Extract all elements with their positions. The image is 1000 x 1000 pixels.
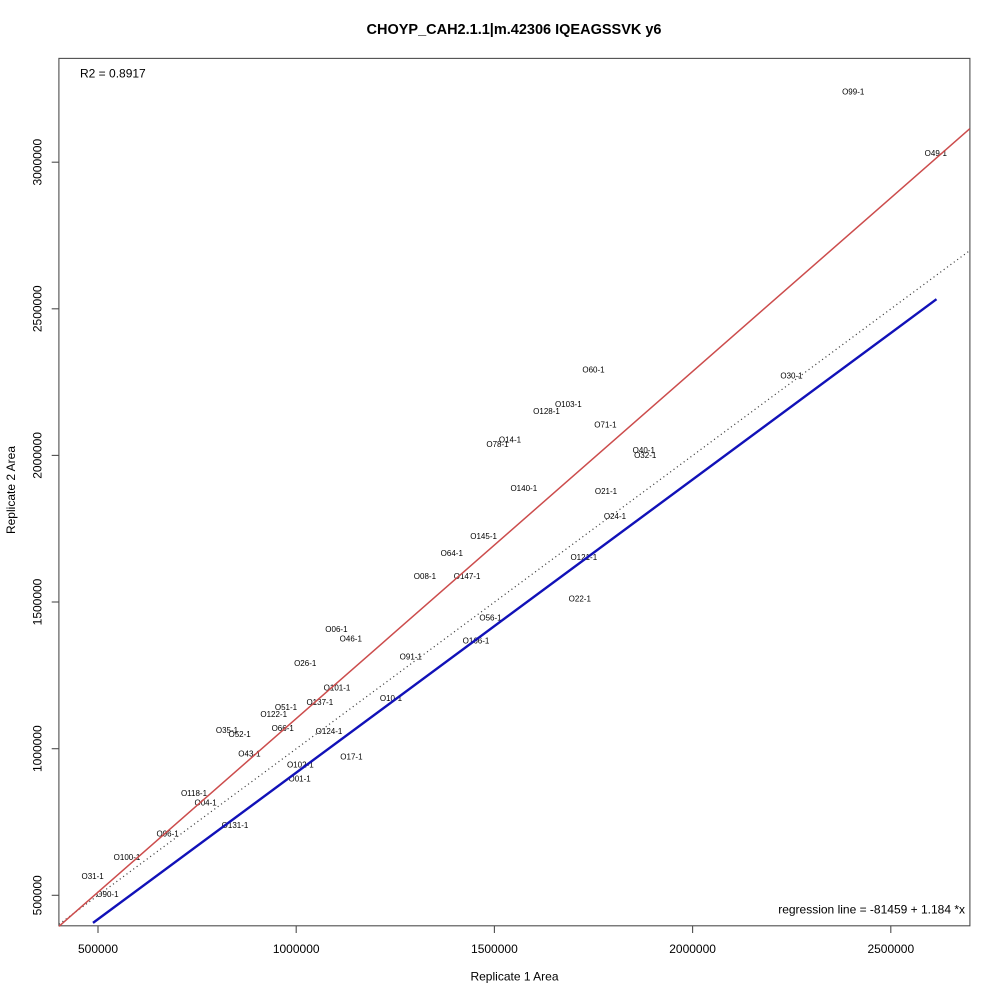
svg-text:O66-1: O66-1	[272, 724, 295, 733]
svg-text:2500000: 2500000	[31, 285, 45, 332]
svg-text:1000000: 1000000	[31, 725, 45, 772]
svg-text:O103-1: O103-1	[555, 400, 582, 409]
svg-text:Replicate 2 Area: Replicate 2 Area	[4, 446, 18, 534]
svg-text:O43-1: O43-1	[238, 749, 261, 758]
svg-text:O140-1: O140-1	[510, 484, 537, 493]
svg-text:O96-1: O96-1	[156, 829, 179, 838]
svg-text:O122-1: O122-1	[260, 710, 287, 719]
svg-text:O91-1: O91-1	[400, 653, 423, 662]
svg-text:2000000: 2000000	[669, 942, 716, 956]
svg-text:O46-1: O46-1	[340, 635, 363, 644]
svg-text:3000000: 3000000	[31, 139, 45, 186]
svg-text:Replicate 1 Area: Replicate 1 Area	[470, 969, 558, 983]
svg-text:500000: 500000	[78, 942, 118, 956]
svg-text:1000000: 1000000	[273, 942, 320, 956]
svg-text:CHOYP_CAH2.1.1|m.42306 IQEAGSS: CHOYP_CAH2.1.1|m.42306 IQEAGSSVK y6	[367, 22, 662, 38]
svg-text:O52-1: O52-1	[228, 730, 251, 739]
svg-text:O51-1: O51-1	[275, 703, 298, 712]
svg-text:O118-1: O118-1	[181, 789, 208, 798]
svg-text:2000000: 2000000	[31, 432, 45, 479]
svg-text:O90-1: O90-1	[96, 890, 119, 899]
svg-text:O06-1: O06-1	[325, 625, 348, 634]
svg-text:O30-1: O30-1	[780, 372, 803, 381]
svg-text:O60-1: O60-1	[582, 365, 605, 374]
svg-text:O56-1: O56-1	[479, 614, 502, 623]
svg-text:O128-1: O128-1	[533, 407, 560, 416]
svg-text:O100-1: O100-1	[114, 853, 141, 862]
svg-text:1500000: 1500000	[471, 942, 518, 956]
svg-text:O99-1: O99-1	[842, 87, 865, 96]
svg-text:O08-1: O08-1	[414, 572, 437, 581]
svg-text:500000: 500000	[31, 875, 45, 915]
svg-text:O21-1: O21-1	[595, 487, 618, 496]
svg-text:O137-1: O137-1	[306, 698, 333, 707]
svg-text:O17-1: O17-1	[340, 752, 363, 761]
svg-text:regression line = -81459 + 1.1: regression line = -81459 + 1.184 *x	[778, 903, 965, 917]
svg-text:O04-1: O04-1	[194, 798, 217, 807]
svg-text:O26-1: O26-1	[294, 659, 317, 668]
svg-text:O121-1: O121-1	[570, 553, 597, 562]
svg-text:O14-1: O14-1	[499, 436, 522, 445]
svg-text:O102-1: O102-1	[287, 760, 314, 769]
svg-text:O32-1: O32-1	[634, 451, 657, 460]
svg-text:O124-1: O124-1	[316, 727, 343, 736]
svg-text:O71-1: O71-1	[594, 420, 617, 429]
svg-text:O64-1: O64-1	[441, 549, 464, 558]
svg-text:2500000: 2500000	[867, 942, 914, 956]
svg-text:O35-1: O35-1	[216, 726, 239, 735]
svg-text:O147-1: O147-1	[454, 572, 481, 581]
svg-text:O145-1: O145-1	[470, 532, 497, 541]
svg-text:O01-1: O01-1	[288, 774, 311, 783]
svg-text:O22-1: O22-1	[569, 595, 592, 604]
svg-text:O24-1: O24-1	[604, 512, 627, 521]
svg-text:O101-1: O101-1	[324, 684, 351, 693]
svg-text:O78-1: O78-1	[486, 440, 509, 449]
svg-text:1500000: 1500000	[31, 578, 45, 625]
svg-text:R2 = 0.8917: R2 = 0.8917	[80, 67, 146, 81]
svg-text:O10-1: O10-1	[380, 694, 403, 703]
svg-text:O131-1: O131-1	[222, 821, 249, 830]
svg-text:O31-1: O31-1	[81, 872, 104, 881]
svg-text:O49-1: O49-1	[925, 149, 948, 158]
svg-text:O40-1: O40-1	[633, 446, 656, 455]
